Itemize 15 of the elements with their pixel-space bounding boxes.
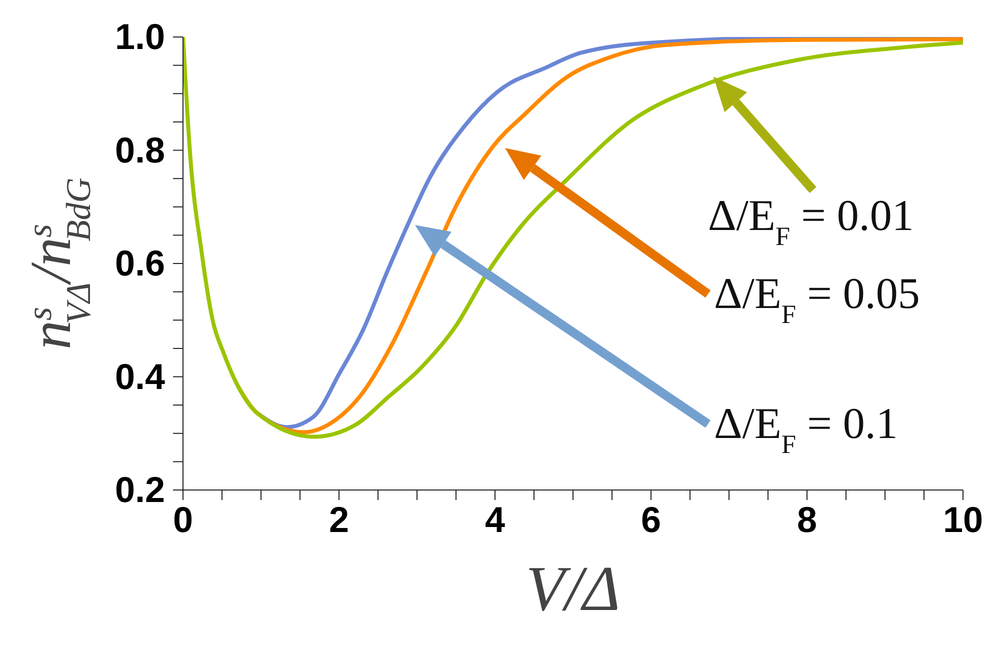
annotation: Δ/E$_{F}$ = 0.01	[708, 191, 914, 251]
y-tick-label: 0.2	[114, 469, 165, 510]
x-tick-label: 10	[942, 499, 984, 540]
x-axis-title: V/Δ	[526, 553, 620, 624]
x-tick-label: 2	[328, 499, 350, 540]
y-tick-label: 0.8	[114, 129, 165, 170]
annotation: Δ/E$_{F}$ = 0.1	[714, 399, 898, 459]
x-tick-label: 0	[172, 499, 194, 540]
x-tick-label: 4	[484, 499, 506, 540]
annotation: Δ/E$_{F}$ = 0.05	[714, 269, 920, 329]
x-tick-label: 8	[796, 499, 818, 540]
y-tick-label: 0.6	[114, 242, 165, 284]
y-tick-label: 0.4	[114, 356, 165, 397]
x-tick-label: 6	[640, 499, 662, 540]
y-tick-label: 1.0	[114, 16, 165, 57]
